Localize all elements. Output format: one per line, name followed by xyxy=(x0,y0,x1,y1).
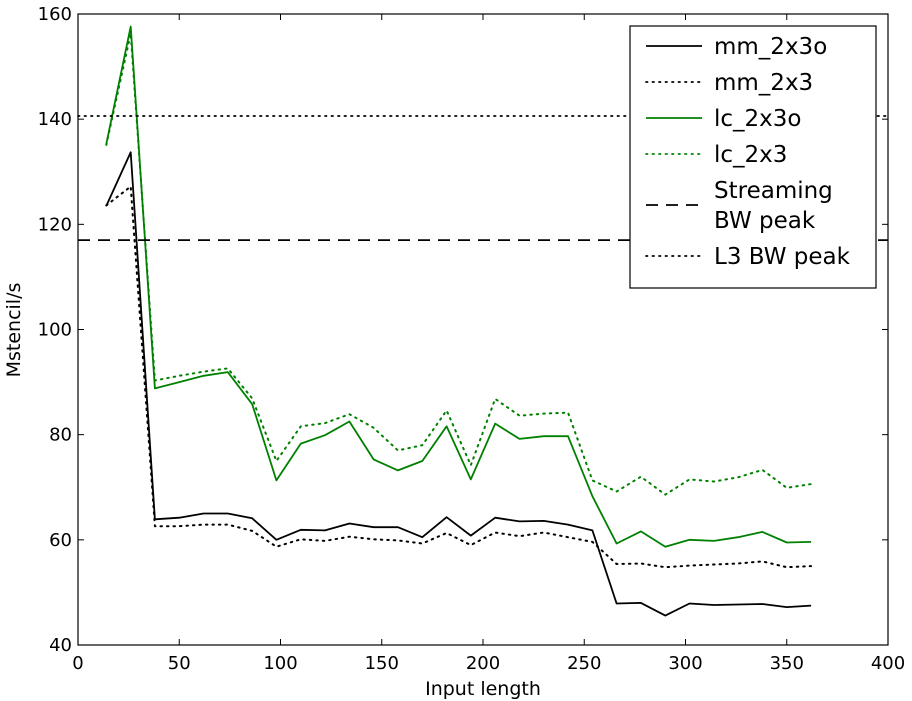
x-tick-label: 0 xyxy=(72,653,83,674)
x-tick-label: 350 xyxy=(770,653,804,674)
x-tick-label: 150 xyxy=(365,653,399,674)
y-tick-label: 100 xyxy=(38,320,72,341)
x-tick-label: 200 xyxy=(466,653,500,674)
y-tick-label: 160 xyxy=(38,4,72,25)
x-axis-label: Input length xyxy=(425,678,541,700)
x-tick-label: 50 xyxy=(168,653,191,674)
series-line-lc-2x3o xyxy=(105,25,812,548)
x-tick-label: 300 xyxy=(668,653,702,674)
legend-label: Streaming xyxy=(714,178,833,204)
legend-label: lc_2x3o xyxy=(714,106,802,132)
y-tick-label: 60 xyxy=(49,530,72,551)
series-line-lc-2x3 xyxy=(105,32,813,496)
series-line-mm-2x3o xyxy=(105,151,812,617)
x-tick-label: 400 xyxy=(871,653,905,674)
x-tick-label: 100 xyxy=(263,653,297,674)
legend-label: mm_2x3 xyxy=(714,70,813,96)
y-tick-label: 140 xyxy=(38,109,72,130)
legend: mm_2x3o mm_2x3 lc_2x3o lc_2x3 Streaming BW pe… xyxy=(629,25,877,289)
series-line-mm-2x3 xyxy=(105,185,813,569)
legend-label: BW peak xyxy=(714,208,816,234)
legend-box xyxy=(629,25,877,289)
y-tick-label: 120 xyxy=(38,214,72,235)
y-tick-label: 40 xyxy=(49,635,72,656)
reference-lines-layer xyxy=(77,115,889,242)
legend-label: mm_2x3o xyxy=(714,34,827,60)
legend-label: L3 BW peak xyxy=(714,244,851,270)
y-axis-label: Mstencil/s xyxy=(3,283,25,378)
y-tick-label: 80 xyxy=(49,425,72,446)
ticks-layer: 0 50 100 150 200 250 300 350 400 40 60 80 100 120 140 1… xyxy=(38,4,906,674)
x-tick-label: 250 xyxy=(567,653,601,674)
series-layer xyxy=(105,25,813,617)
legend-label: lc_2x3 xyxy=(714,142,787,168)
